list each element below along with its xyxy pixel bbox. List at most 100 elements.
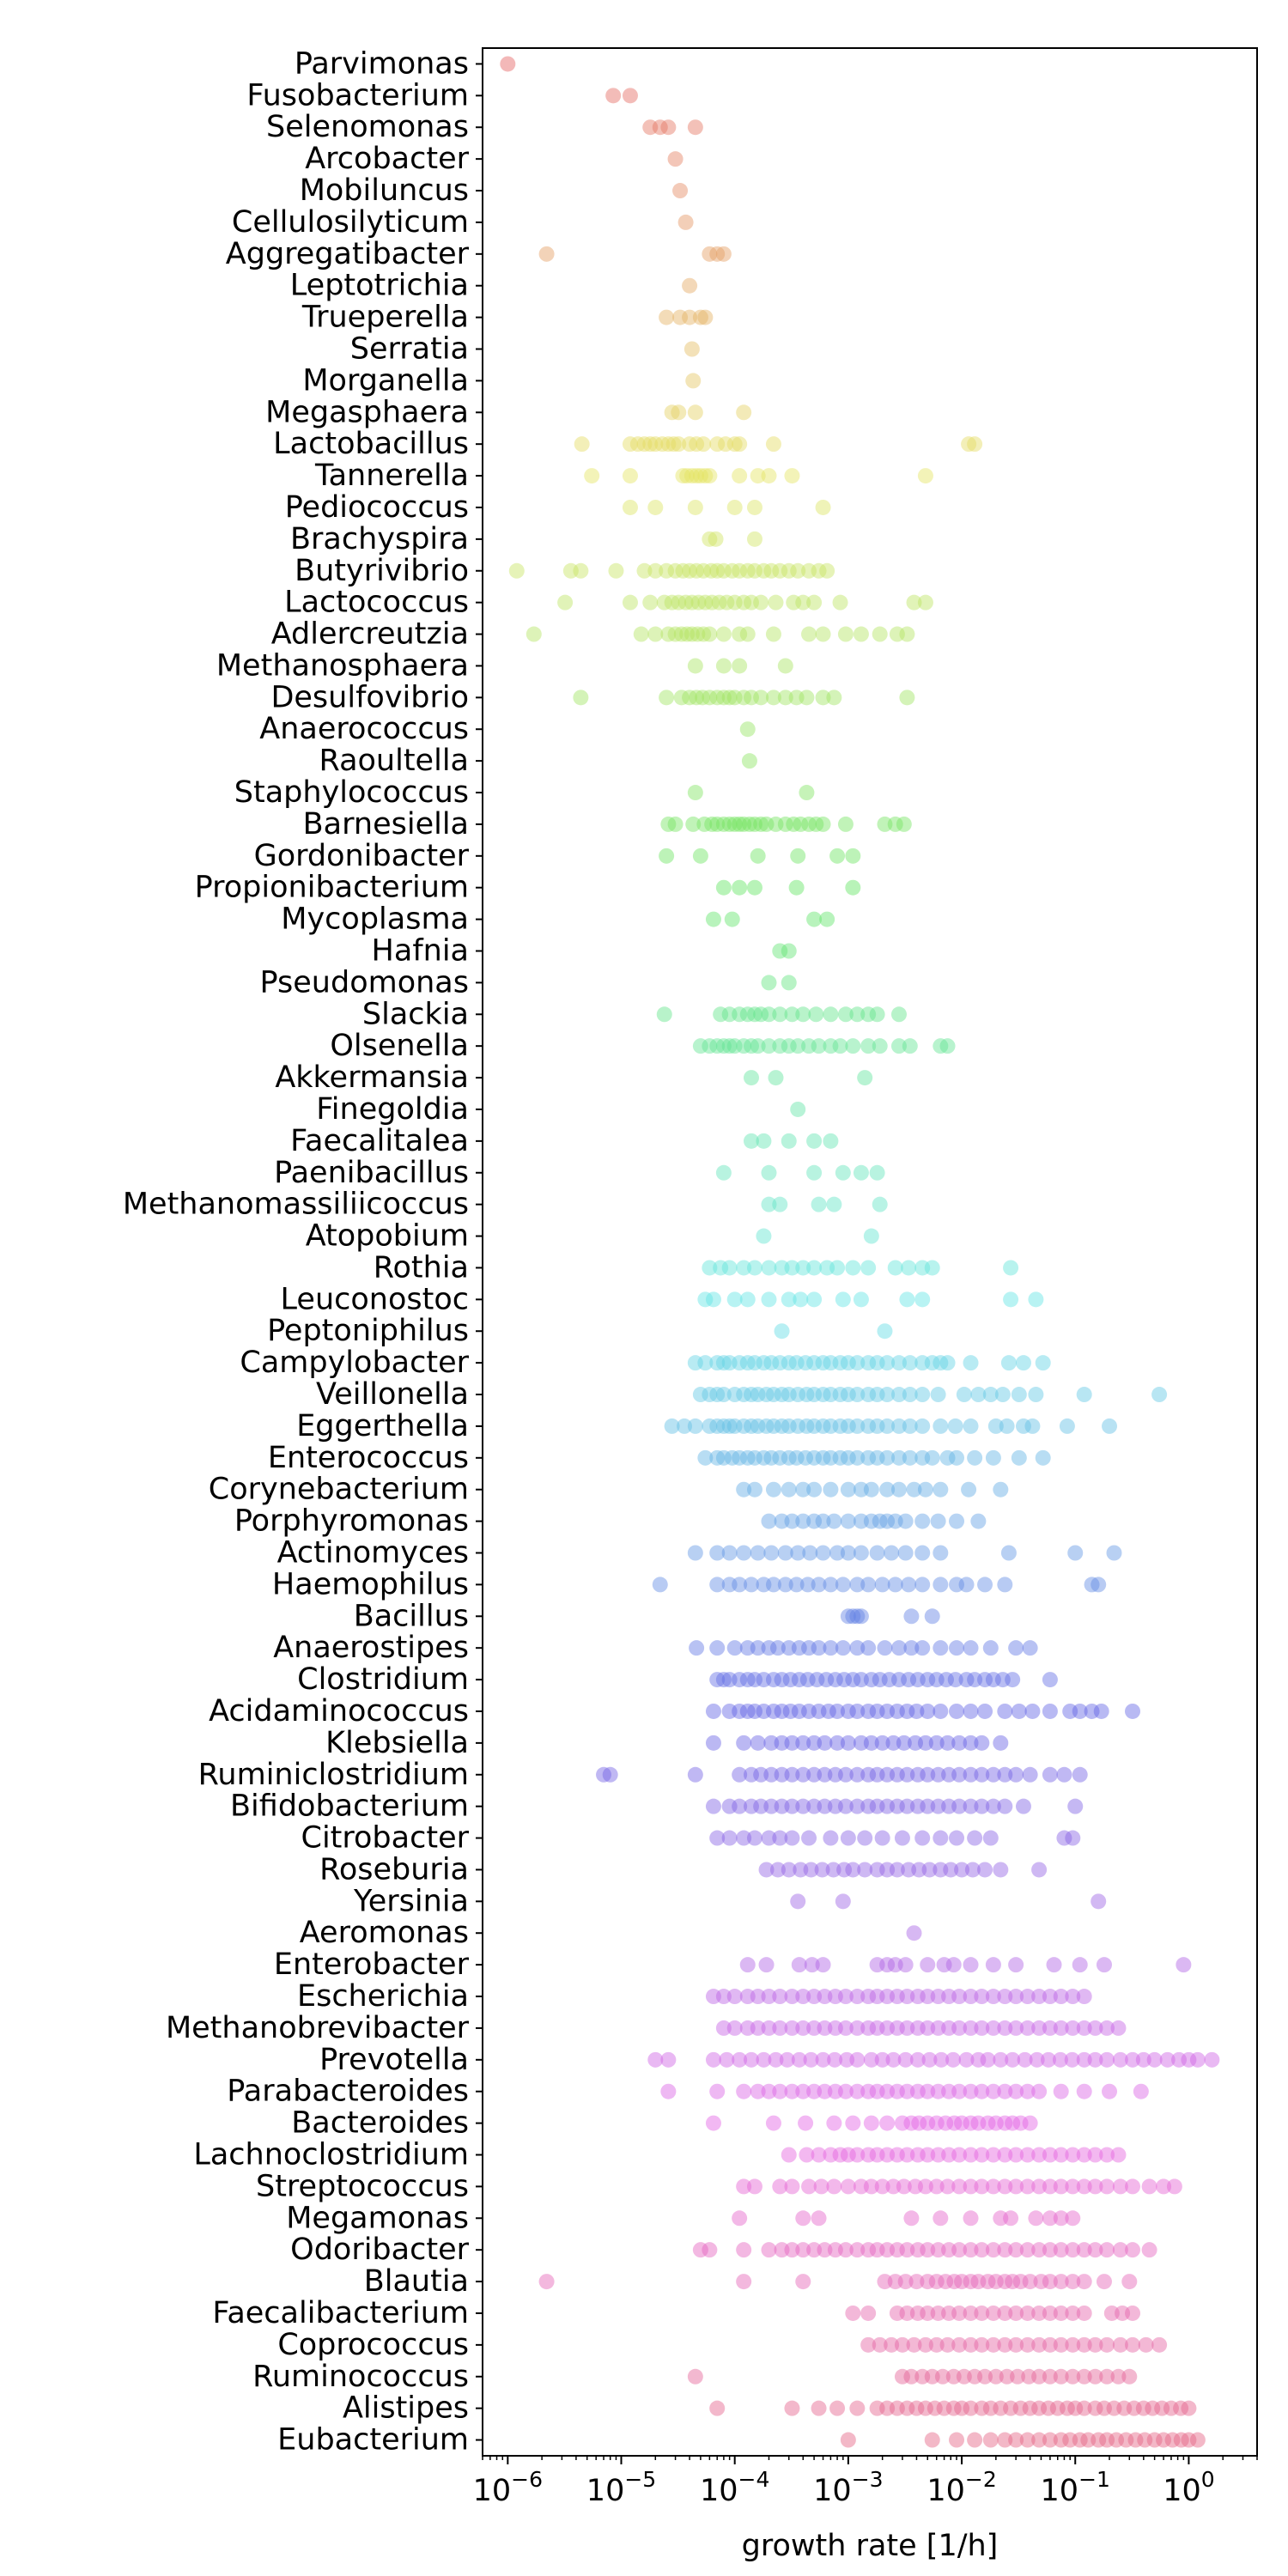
data-point: [702, 246, 718, 262]
data-point: [726, 499, 743, 515]
data-point: [1028, 1291, 1044, 1308]
data-point: [765, 436, 781, 453]
data-point: [897, 2051, 914, 2068]
data-point: [799, 785, 815, 801]
data-point: [689, 436, 705, 453]
y-tick-label: Megamonas: [286, 2201, 469, 2235]
data-point: [795, 2083, 811, 2099]
data-point: [924, 2432, 940, 2448]
data-point: [1065, 2368, 1081, 2385]
data-point: [849, 2051, 866, 2068]
data-point: [887, 816, 903, 832]
data-point: [939, 1735, 956, 1751]
y-tick-label: Haemophilus: [272, 1567, 469, 1601]
data-point: [746, 531, 762, 547]
data-point: [811, 562, 827, 579]
data-point: [879, 1703, 896, 1719]
data-point: [721, 1545, 738, 1561]
data-point: [1008, 2242, 1024, 2258]
data-point: [781, 1387, 797, 1403]
data-point: [732, 1449, 748, 1466]
data-point: [949, 1577, 965, 1593]
data-point: [817, 1766, 833, 1783]
data-point: [899, 1798, 915, 1814]
data-point: [1008, 2336, 1024, 2353]
data-point: [746, 816, 762, 832]
data-point: [719, 2051, 735, 2068]
data-point: [897, 1545, 914, 1561]
data-point: [784, 1989, 800, 2005]
data-point: [799, 690, 815, 706]
data-point: [869, 1418, 885, 1434]
data-point: [697, 1291, 714, 1308]
data-point: [741, 816, 757, 832]
data-point: [795, 2020, 811, 2036]
data-point: [1042, 2147, 1058, 2163]
data-point: [702, 1260, 718, 1276]
data-point: [1042, 2336, 1058, 2353]
data-point: [863, 2115, 879, 2131]
data-point: [997, 1766, 1013, 1783]
data-point: [717, 436, 733, 453]
data-point: [987, 2115, 1004, 2131]
data-point: [1099, 2147, 1115, 2163]
y-tick-label: Lactococcus: [284, 586, 469, 620]
data-point: [849, 1989, 866, 2005]
data-point: [690, 626, 706, 642]
data-point: [860, 1418, 877, 1434]
data-point: [784, 1766, 800, 1783]
data-point: [753, 1766, 769, 1783]
data-point: [917, 1735, 933, 1751]
data-point: [951, 2242, 968, 2258]
data-point: [1072, 1703, 1088, 1719]
y-tick-label: Ruminococcus: [252, 2360, 469, 2394]
data-point: [739, 1672, 756, 1688]
data-point: [836, 1672, 853, 1688]
data-point: [808, 1006, 824, 1023]
data-point: [894, 2115, 910, 2131]
data-point: [758, 1418, 775, 1434]
data-point: [933, 1545, 949, 1561]
data-point: [921, 1862, 938, 1878]
data-point: [756, 562, 772, 579]
data-point: [924, 1355, 940, 1371]
data-point: [808, 816, 824, 832]
data-point: [951, 2083, 968, 2099]
data-point: [920, 2274, 936, 2290]
data-point: [997, 2178, 1013, 2195]
data-point: [832, 2147, 848, 2163]
data-point: [806, 2242, 823, 2258]
data-point: [1011, 1703, 1027, 1719]
data-point: [1065, 1989, 1081, 2005]
data-point: [909, 1989, 926, 2005]
data-point: [985, 2178, 1001, 2195]
data-point: [863, 2178, 879, 2195]
data-point: [697, 1355, 714, 1371]
data-point: [605, 88, 622, 104]
data-point: [1042, 1672, 1058, 1688]
data-point: [732, 2051, 748, 2068]
data-point: [1096, 1957, 1112, 1973]
data-point: [744, 594, 759, 611]
data-point: [721, 1355, 738, 1371]
data-point: [647, 562, 664, 579]
data-point: [901, 1260, 917, 1276]
data-point: [863, 1481, 879, 1498]
data-point: [985, 1798, 1001, 1814]
data-point: [823, 1481, 839, 1498]
data-point: [806, 1481, 823, 1498]
data-point: [897, 1513, 914, 1529]
data-point: [761, 1640, 777, 1656]
data-point: [853, 1513, 869, 1529]
data-point: [761, 1038, 777, 1054]
data-point: [881, 1672, 897, 1688]
data-point: [887, 1577, 903, 1593]
data-point: [750, 1545, 766, 1561]
data-point: [1042, 2020, 1058, 2036]
y-tick-label: Butyrivibrio: [295, 554, 469, 588]
data-point: [963, 1355, 979, 1371]
data-point: [781, 1291, 797, 1308]
data-point: [903, 1640, 920, 1656]
data-point: [763, 1766, 780, 1783]
data-point: [956, 1387, 972, 1403]
